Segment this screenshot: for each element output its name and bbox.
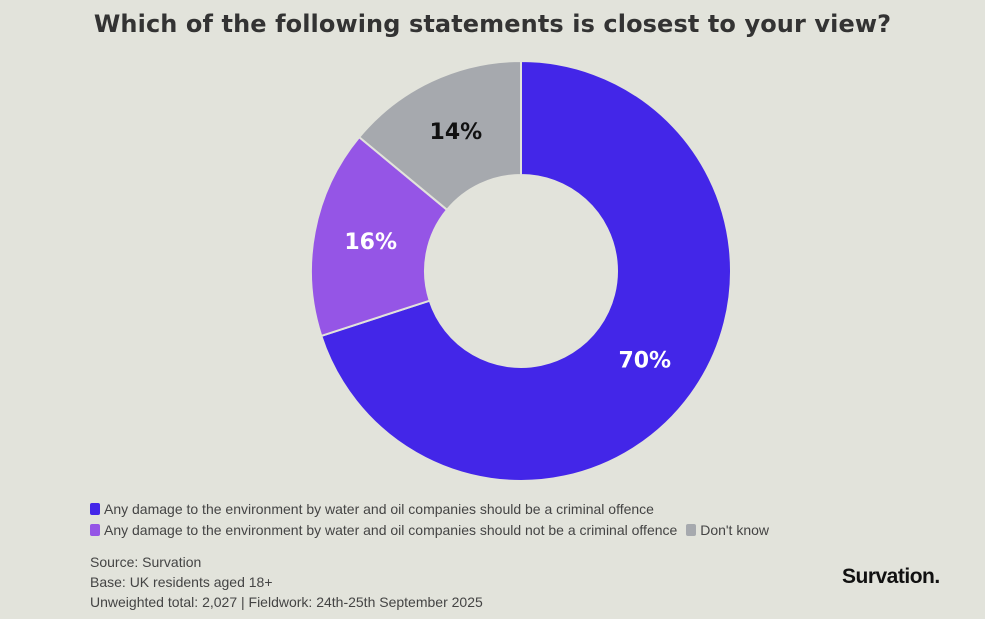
value-label-not-criminal-offence: 16%: [344, 230, 397, 255]
chart-legend: Any damage to the environment by water a…: [90, 499, 774, 541]
value-label-criminal-offence: 70%: [618, 348, 671, 373]
legend-swatch-criminal-offence: [90, 503, 100, 515]
legend-label-dont-know: Don't know: [700, 522, 770, 538]
footer-base: Base: UK residents aged 18+: [90, 574, 273, 590]
legend-label-not-criminal-offence: Any damage to the environment by water a…: [104, 522, 678, 538]
legend-item-dont-know: Don't know: [686, 520, 769, 541]
donut-slice-criminal-offence: [320, 59, 732, 482]
donut-value-labels: 70% 16% 14%: [344, 120, 671, 373]
legend-row-2: Any damage to the environment by water a…: [90, 520, 774, 541]
donut-slices: [310, 59, 732, 482]
legend-item-not-criminal-offence: Any damage to the environment by water a…: [90, 520, 677, 541]
legend-row-1: Any damage to the environment by water a…: [90, 499, 774, 520]
legend-label-criminal-offence: Any damage to the environment by water a…: [104, 501, 654, 517]
chart-title: Which of the following statements is clo…: [93, 10, 892, 38]
legend-item-criminal-offence: Any damage to the environment by water a…: [90, 499, 654, 520]
donut-slice-not-criminal-offence: [310, 135, 449, 338]
survation-logo: Survation.: [842, 565, 940, 588]
footer-totals: Unweighted total: 2,027 | Fieldwork: 24t…: [90, 594, 483, 610]
footer-source: Source: Survation: [90, 554, 202, 570]
chart-footer: Source: Survation Base: UK residents age…: [90, 552, 483, 612]
legend-swatch-not-criminal-offence: [90, 524, 100, 536]
value-label-dont-know: 14%: [430, 120, 483, 145]
legend-swatch-dont-know: [686, 524, 697, 536]
donut-slice-dont-know: [357, 59, 522, 212]
